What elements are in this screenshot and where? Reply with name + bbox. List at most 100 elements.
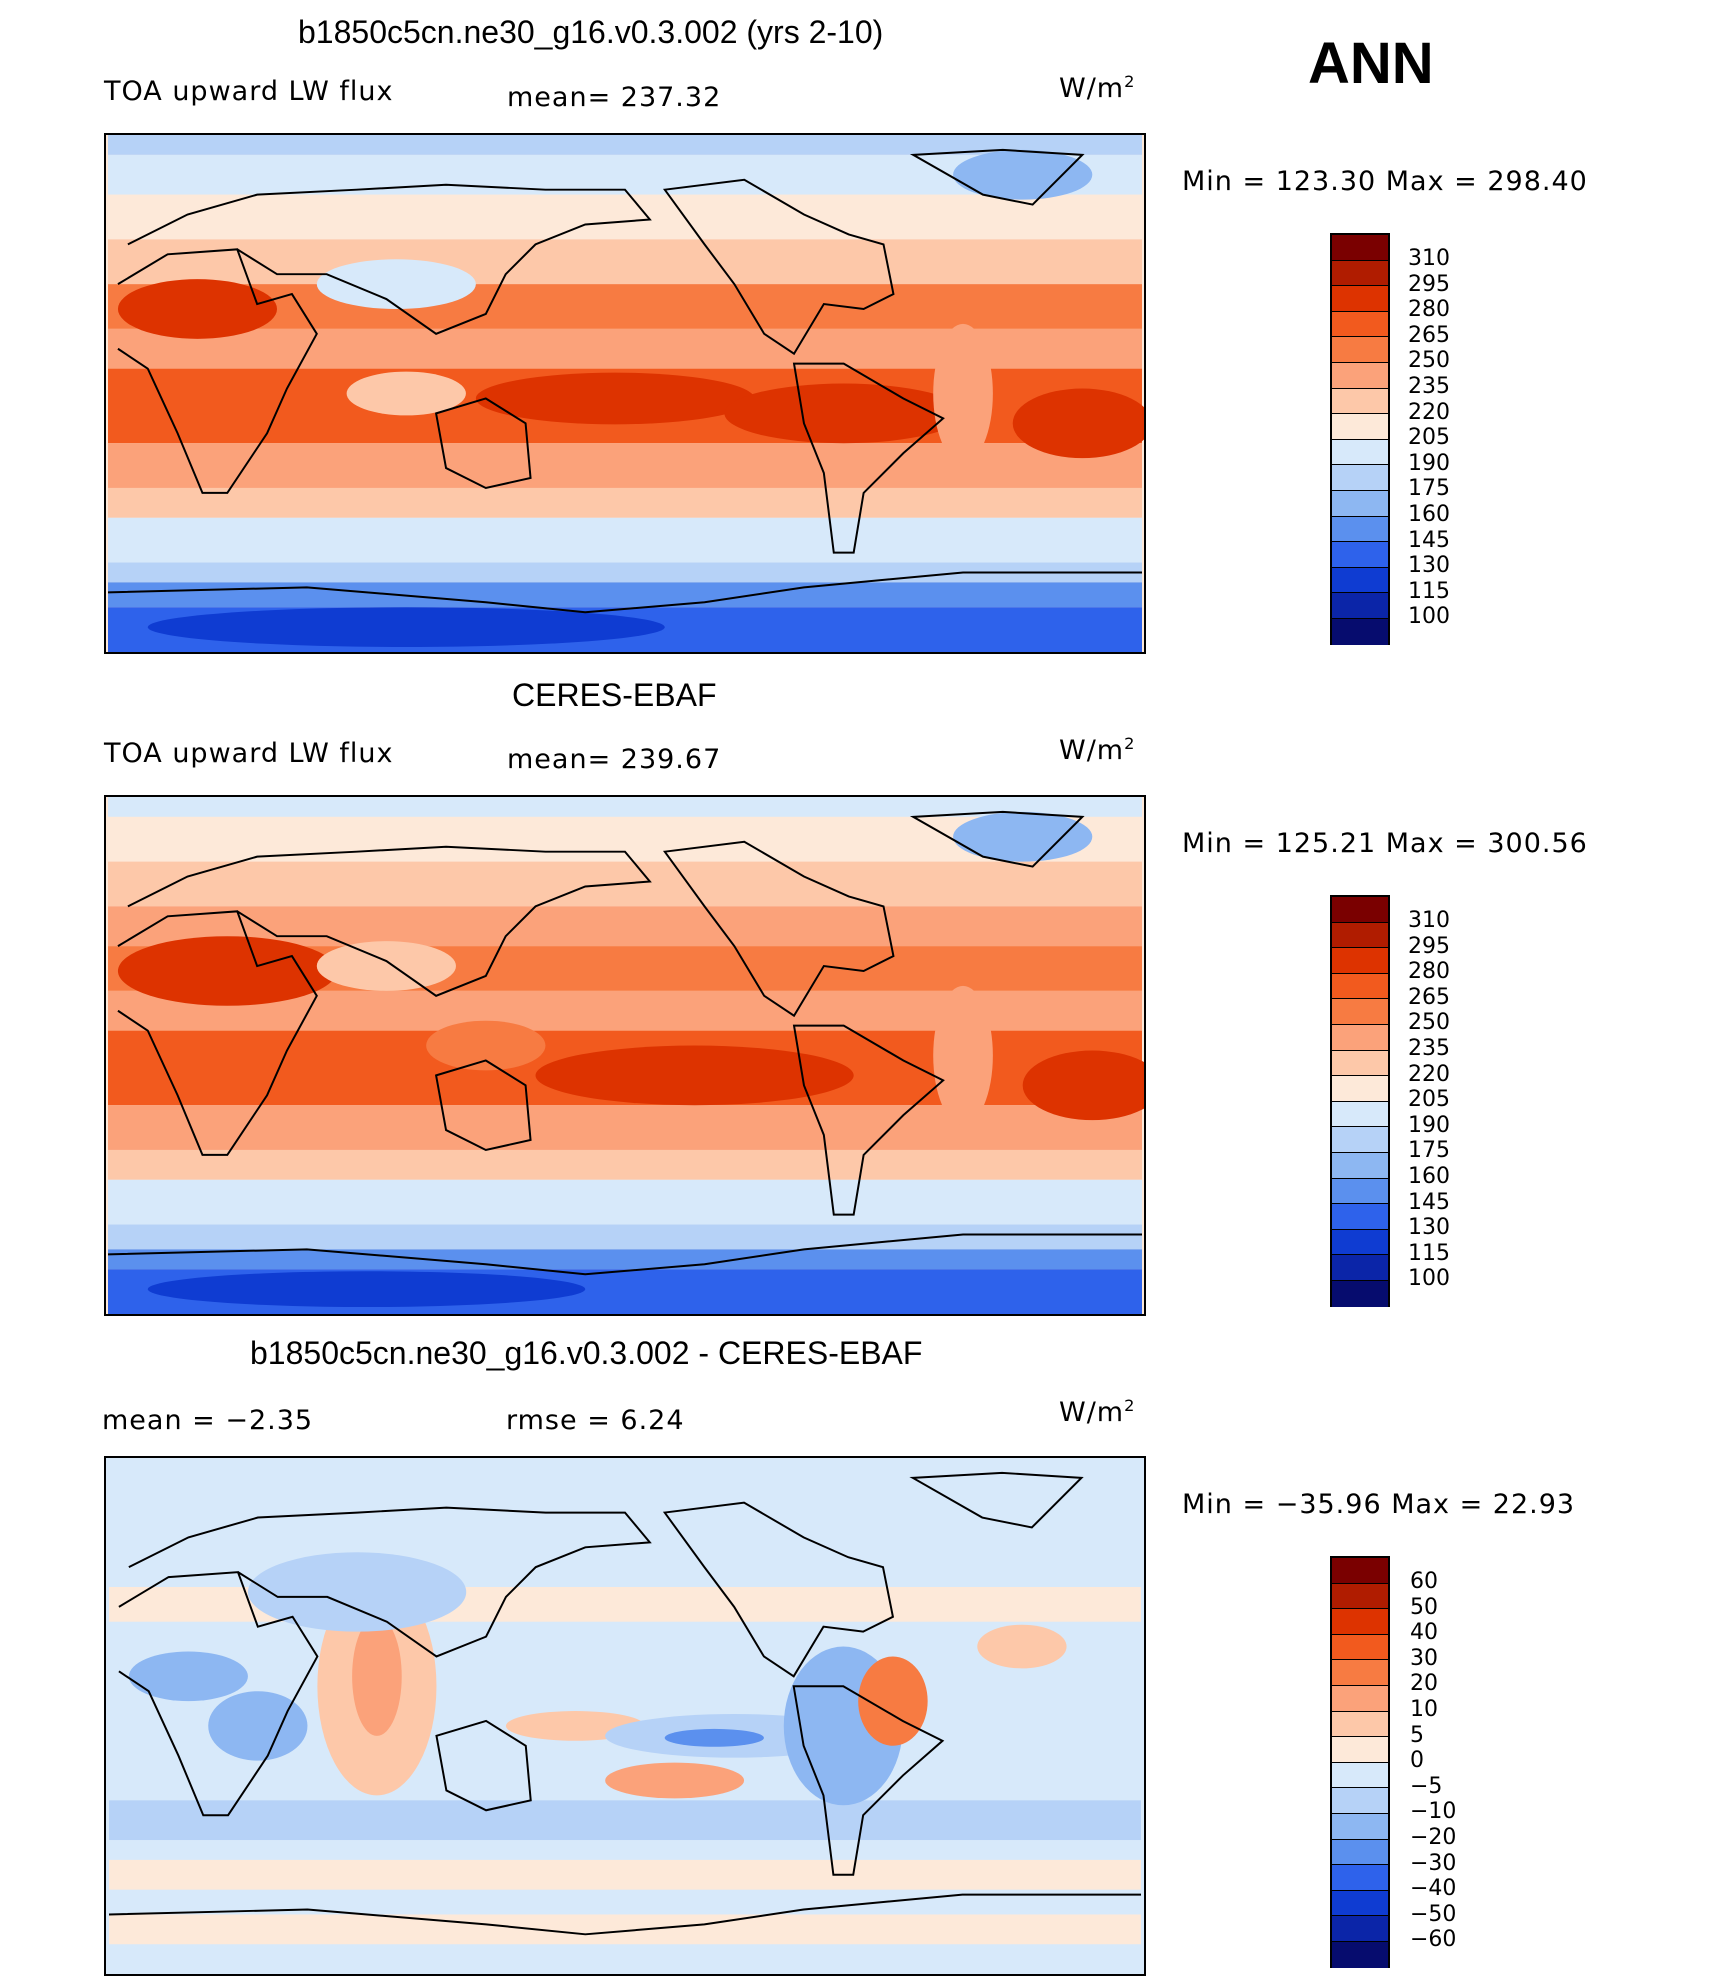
tick-label: 235 <box>1408 1036 1450 1061</box>
antarctica-core <box>147 607 665 648</box>
tick-label: 205 <box>1408 425 1450 451</box>
tibet <box>316 941 456 991</box>
band <box>108 1179 1142 1225</box>
north-america-outline <box>662 1501 895 1678</box>
panel2-variable-label: TOA upward LW flux <box>104 738 394 769</box>
warm-anomaly <box>352 1616 402 1736</box>
tick-label: 235 <box>1408 374 1450 399</box>
tick-label: 5 <box>1410 1722 1424 1748</box>
tick-label: 265 <box>1408 984 1450 1010</box>
panel1-colorbar <box>1330 233 1390 645</box>
panel3-minmax: Min = −35.96 Max = 22.93 <box>1182 1489 1576 1520</box>
tick-label: 40 <box>1410 1620 1438 1646</box>
band <box>108 194 1142 240</box>
north-america-outline <box>662 178 895 356</box>
tick-label: −40 <box>1410 1876 1457 1902</box>
panel3-rmse-label: rmse = 6.24 <box>506 1405 685 1436</box>
cold-anomaly <box>247 1552 467 1632</box>
tick-label: 160 <box>1408 1164 1450 1189</box>
australia-outline <box>434 1059 532 1151</box>
panel1-minmax: Min = 123.30 Max = 298.40 <box>1182 166 1588 197</box>
australia-outline <box>435 1719 532 1812</box>
season-label: ANN <box>1308 31 1434 96</box>
tick-label: 115 <box>1408 1240 1450 1266</box>
africa-outline <box>118 1571 319 1817</box>
africa-outline <box>117 248 318 494</box>
tick-label: 280 <box>1408 959 1450 985</box>
tick-label: 190 <box>1408 450 1450 476</box>
tick-label: 60 <box>1410 1569 1438 1594</box>
tick-label: −10 <box>1410 1799 1457 1825</box>
tick-label: 115 <box>1408 578 1450 604</box>
warm-anomaly <box>977 1624 1067 1669</box>
greenland <box>953 149 1093 200</box>
panel1-map <box>104 133 1146 654</box>
band <box>108 517 1142 563</box>
panel1-title: b1850c5cn.ne30_g16.v0.3.002 (yrs 2-10) <box>298 14 884 50</box>
panel2-units: W/m2 <box>1059 734 1136 766</box>
band <box>109 1800 1141 1841</box>
band <box>108 239 1142 285</box>
tick-label: 250 <box>1408 1010 1450 1036</box>
amazon <box>933 985 993 1126</box>
eurasia-outline <box>127 183 652 335</box>
tick-label: 295 <box>1408 933 1450 959</box>
panel3-units: W/m2 <box>1059 1396 1136 1428</box>
eurasia-outline <box>128 1506 652 1658</box>
tick-label: 175 <box>1408 1138 1450 1164</box>
band <box>108 135 1142 155</box>
cold-anomaly <box>128 1651 248 1702</box>
tick-label: 145 <box>1408 527 1450 553</box>
tick-label: 130 <box>1408 1215 1450 1241</box>
panel2-colorbar <box>1330 895 1390 1307</box>
tick-label: 220 <box>1408 1061 1450 1087</box>
band <box>108 1224 1142 1250</box>
tick-label: 310 <box>1408 908 1450 933</box>
tick-label: 190 <box>1408 1112 1450 1138</box>
band <box>108 284 1142 329</box>
warm-pool <box>346 371 466 416</box>
tick-label: 130 <box>1408 553 1450 579</box>
band <box>108 562 1142 583</box>
tick-label: −30 <box>1410 1850 1457 1876</box>
tick-label: 160 <box>1408 502 1450 527</box>
warm-region <box>117 936 337 1006</box>
panel2-title: CERES-EBAF <box>512 677 717 713</box>
panel2-map-svg <box>107 797 1144 1314</box>
band <box>108 906 1142 947</box>
tick-label: 220 <box>1408 399 1450 425</box>
greenland-outline <box>909 148 1085 206</box>
panel2-map <box>104 795 1146 1316</box>
warm-region <box>117 279 278 339</box>
warm-region <box>1022 1050 1144 1121</box>
tick-label: 100 <box>1408 1266 1450 1292</box>
panel1-mean-label: mean= 237.32 <box>507 82 722 113</box>
band <box>108 1149 1142 1180</box>
tibet <box>316 259 476 309</box>
panel1-variable-label: TOA upward LW flux <box>104 76 394 107</box>
north-america-outline <box>662 840 895 1018</box>
tick-label: 250 <box>1408 348 1450 374</box>
panel2-mean-label: mean= 239.67 <box>507 744 722 775</box>
panel1-map-svg <box>107 135 1144 652</box>
antarctica-core <box>147 1271 586 1308</box>
warm-region <box>475 372 755 425</box>
tick-label: 280 <box>1408 297 1450 323</box>
tick-label: 100 <box>1408 604 1450 630</box>
antarctica-outline <box>107 1233 1142 1276</box>
band <box>108 1249 1142 1270</box>
tick-label: −50 <box>1410 1901 1457 1927</box>
warm-pool <box>426 1020 546 1071</box>
tick-label: 0 <box>1410 1748 1424 1774</box>
warm-region <box>724 383 964 444</box>
tick-label: 310 <box>1408 246 1450 271</box>
eurasia-outline <box>127 845 652 997</box>
band <box>108 797 1142 817</box>
cold-anomaly <box>664 1728 764 1747</box>
greenland-outline <box>909 1471 1084 1529</box>
warm-anomaly <box>858 1656 928 1746</box>
panel3-title: b1850c5cn.ne30_g16.v0.3.002 - CERES-EBAF <box>250 1335 923 1371</box>
tick-label: −60 <box>1410 1927 1457 1953</box>
amazon <box>933 323 993 464</box>
tick-label: 265 <box>1408 322 1450 348</box>
